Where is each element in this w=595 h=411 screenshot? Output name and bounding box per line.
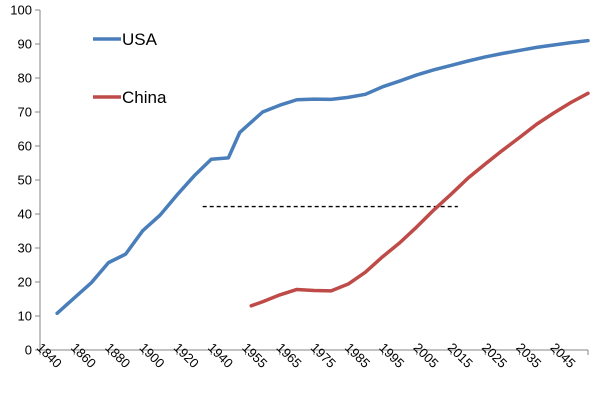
x-tick-label: 2015 [445, 340, 476, 371]
legend-label-usa: USA [122, 30, 158, 49]
x-tick-label: 1920 [171, 340, 202, 371]
y-tick-label: 20 [18, 275, 32, 290]
x-tick-label: 1880 [102, 340, 133, 371]
y-tick-label: 0 [25, 343, 32, 358]
x-tick-label: 1995 [376, 340, 407, 371]
y-tick-label: 80 [18, 71, 32, 86]
y-tick-label: 60 [18, 139, 32, 154]
y-tick-label: 100 [10, 3, 32, 18]
y-tick-label: 50 [18, 173, 32, 188]
y-axis: 0 10 20 30 40 50 60 70 80 90 100 [10, 3, 41, 358]
x-tick-label: 2025 [479, 340, 510, 371]
series-line-china [249, 91, 590, 308]
y-tick-label: 40 [18, 207, 32, 222]
y-tick-label: 70 [18, 105, 32, 120]
y-tick-label: 90 [18, 37, 32, 52]
series-lines [55, 38, 590, 316]
legend-label-china: China [122, 88, 167, 107]
series-line-usa [55, 38, 590, 316]
x-tick-label: 1840 [34, 340, 65, 371]
x-tick-label: 1900 [137, 340, 168, 371]
x-tick-label: 2045 [548, 340, 579, 371]
y-tick-label: 10 [18, 309, 32, 324]
x-tick-label: 1860 [68, 340, 99, 371]
x-tick-label: 2035 [513, 340, 544, 371]
x-tick-label: 1955 [239, 340, 270, 371]
x-tick-label: 1985 [342, 340, 373, 371]
x-tick-label: 1975 [308, 340, 339, 371]
x-tick-label: 2005 [411, 340, 442, 371]
y-tick-label: 30 [18, 241, 32, 256]
x-tick-label: 1965 [274, 340, 305, 371]
x-axis: 1840 1860 1880 1900 1920 1940 1955 1965 1975 1985… [34, 340, 589, 371]
x-tick-label: 1940 [205, 340, 236, 371]
legend: USA China [93, 30, 167, 107]
